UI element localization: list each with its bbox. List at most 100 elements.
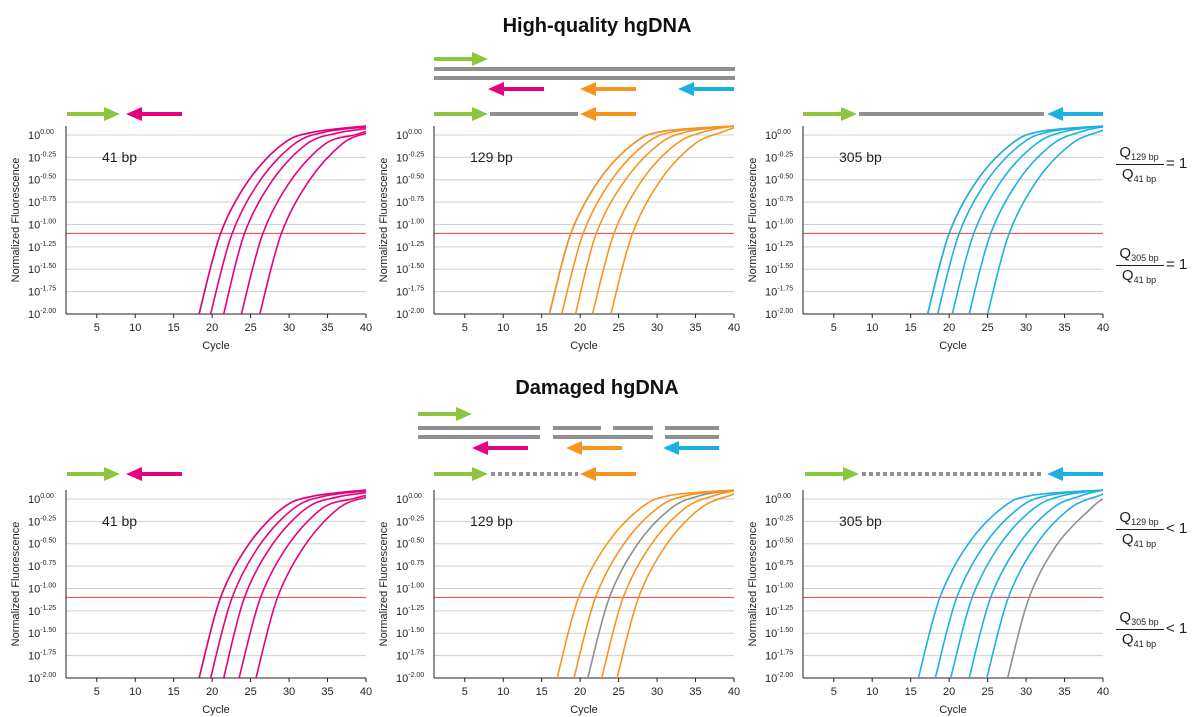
x-tick-label: 30 (651, 322, 663, 334)
amplification-curve-1 (556, 489, 734, 678)
reverse-primer-arrow (126, 107, 182, 121)
fraction-bar (1116, 529, 1164, 530)
amplification-curve-4 (240, 130, 366, 314)
x-axis-label: Cycle (202, 340, 230, 352)
amplification-curve-4 (968, 126, 1103, 314)
x-tick-label: 10 (129, 322, 141, 334)
amplification-curve-4 (968, 489, 1103, 678)
y-tick-label: 100.00 (765, 129, 791, 142)
x-tick-label: 25 (612, 686, 624, 698)
amplification-curve-3 (222, 127, 366, 314)
amplicon-size-label: 129 bp (470, 513, 513, 529)
amplification-curve-2 (573, 489, 734, 678)
hq-41bp-primers (67, 107, 182, 121)
ratio-result: = 1 (1166, 256, 1188, 273)
reverse-primer-arrow (663, 441, 719, 455)
amplicon-size-label: 305 bp (839, 513, 882, 529)
ratio-denominator: Q41 bp (1121, 531, 1157, 550)
y-tick-label: 10-1.50 (28, 627, 56, 640)
y-tick-label: 10-1.50 (765, 263, 793, 276)
ratio-numerator: Q129 bp (1119, 144, 1159, 163)
dna-strand (490, 112, 578, 116)
x-tick-label: 10 (497, 686, 509, 698)
reverse-primer-arrow (472, 441, 528, 455)
amplification-curve-5 (986, 492, 1103, 678)
y-tick-label: 10-1.25 (28, 241, 56, 254)
y-tick-label: 10-0.25 (28, 515, 56, 528)
x-tick-label: 40 (360, 686, 372, 698)
y-tick-label: 10-0.75 (28, 196, 56, 209)
x-tick-label: 5 (94, 686, 100, 698)
ratio-dm-305: Q305 bp Q41 bp < 1 (1116, 608, 1194, 652)
ratio-hq-129: Q129 bp Q41 bp = 1 (1116, 143, 1194, 187)
y-tick-label: 10-2.00 (765, 672, 793, 685)
curve-group (926, 125, 1103, 314)
x-tick-label: 10 (866, 686, 878, 698)
dm-41bp-primers (67, 467, 182, 481)
qpcr-chart-hq-41bp: 100.00 10-0.25 10-0.50 10-0.75 10-1.00 10-1.2… (10, 125, 372, 352)
amplification-curve-2 (936, 125, 1103, 314)
y-axis-label: Normalized Fluorescence (747, 158, 759, 283)
y-tick-label: 10-0.25 (765, 151, 793, 164)
amplification-curve-1 (917, 489, 1103, 678)
x-tick-label: 15 (905, 686, 917, 698)
y-tick-label: 10-2.00 (28, 308, 56, 321)
x-axis-label: Cycle (939, 704, 967, 716)
y-tick-label: 10-2.00 (396, 308, 424, 321)
ratio-dm-129: Q129 bp Q41 bp < 1 (1116, 508, 1194, 552)
ratio-numerator: Q305 bp (1119, 245, 1159, 264)
amplification-curve-3 (222, 491, 366, 678)
y-axis-label: Normalized Fluorescence (10, 158, 22, 283)
y-tick-label: 10-1.75 (28, 286, 56, 299)
amplification-curve-4 (591, 125, 734, 314)
x-tick-label: 25 (244, 322, 256, 334)
amplification-curve-5 (259, 132, 366, 314)
qpcr-chart-hq-305bp: 100.00 10-0.25 10-0.50 10-0.75 10-1.00 10-1.2… (747, 125, 1109, 352)
y-tick-label: 10-1.00 (396, 218, 424, 231)
y-tick-label: 100.00 (396, 129, 422, 142)
y-tick-label: 10-0.75 (396, 560, 424, 573)
x-tick-label: 5 (831, 322, 837, 334)
x-tick-label: 35 (1058, 322, 1070, 334)
amplification-curve-3 (949, 489, 1103, 678)
y-tick-label: 10-1.75 (396, 286, 424, 299)
x-tick-label: 15 (536, 322, 548, 334)
y-tick-label: 10-1.00 (28, 582, 56, 595)
hq-genomic-dna (434, 52, 735, 96)
amplification-curve-5 (610, 127, 734, 314)
amplification-curve-2 (934, 489, 1103, 678)
x-tick-label: 25 (612, 322, 624, 334)
amplification-curve-2 (209, 126, 366, 314)
y-tick-label: 100.00 (765, 493, 791, 506)
x-tick-label: 35 (689, 686, 701, 698)
x-tick-label: 25 (244, 686, 256, 698)
y-tick-label: 10-0.50 (765, 174, 793, 187)
y-tick-label: 10-1.25 (765, 605, 793, 618)
ratio-result: < 1 (1166, 620, 1188, 637)
amplification-curve-1 (548, 125, 734, 314)
amplification-curve-1 (198, 489, 366, 678)
y-tick-label: 10-1.50 (765, 627, 793, 640)
x-tick-label: 35 (689, 322, 701, 334)
x-axis-label: Cycle (570, 340, 598, 352)
x-tick-label: 40 (1097, 686, 1109, 698)
y-tick-label: 10-1.00 (396, 582, 424, 595)
x-tick-label: 30 (1020, 322, 1032, 334)
reverse-primer-arrow (678, 82, 734, 96)
dna-strand-fragments (418, 426, 719, 439)
y-axis-label: Normalized Fluorescence (10, 522, 22, 647)
x-tick-label: 20 (574, 686, 586, 698)
y-tick-label: 10-1.75 (28, 650, 56, 663)
x-tick-label: 20 (206, 322, 218, 334)
x-tick-label: 15 (536, 686, 548, 698)
amplification-curve-5 (255, 496, 366, 678)
curve-group (198, 125, 366, 314)
curve-group (198, 489, 366, 678)
x-tick-label: 5 (831, 686, 837, 698)
dna-strand (859, 112, 1044, 116)
x-axis-label: Cycle (570, 704, 598, 716)
y-tick-label: 10-1.50 (396, 263, 424, 276)
x-tick-label: 15 (905, 322, 917, 334)
reverse-primer-arrow (580, 107, 636, 121)
y-tick-label: 10-1.75 (396, 650, 424, 663)
